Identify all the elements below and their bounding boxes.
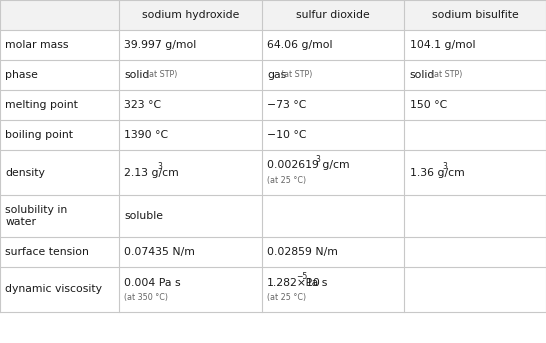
Text: 1.36 g/cm: 1.36 g/cm bbox=[410, 167, 464, 177]
Bar bbox=[0, 0, 546, 30]
Text: melting point: melting point bbox=[5, 100, 78, 110]
Text: 2.13 g/cm: 2.13 g/cm bbox=[124, 167, 179, 177]
Text: surface tension: surface tension bbox=[5, 247, 90, 257]
Text: 150 °C: 150 °C bbox=[410, 100, 447, 110]
Text: (at STP): (at STP) bbox=[146, 71, 177, 80]
Text: 1390 °C: 1390 °C bbox=[124, 130, 169, 140]
Text: 323 °C: 323 °C bbox=[124, 100, 162, 110]
Text: Pa s: Pa s bbox=[302, 277, 327, 287]
Text: (at 350 °C): (at 350 °C) bbox=[124, 293, 169, 302]
Text: 0.004 Pa s: 0.004 Pa s bbox=[124, 277, 181, 287]
Text: molar mass: molar mass bbox=[5, 40, 69, 50]
Text: (at STP): (at STP) bbox=[431, 71, 462, 80]
Text: 1.282×10: 1.282×10 bbox=[267, 277, 321, 287]
Text: solid: solid bbox=[410, 70, 435, 80]
Text: −73 °C: −73 °C bbox=[267, 100, 306, 110]
Text: 104.1 g/mol: 104.1 g/mol bbox=[410, 40, 475, 50]
Text: soluble: soluble bbox=[124, 211, 163, 221]
Text: gas: gas bbox=[267, 70, 286, 80]
Text: (at 25 °C): (at 25 °C) bbox=[267, 176, 306, 185]
Text: boiling point: boiling point bbox=[5, 130, 74, 140]
Text: 3: 3 bbox=[315, 155, 320, 164]
Text: dynamic viscosity: dynamic viscosity bbox=[5, 284, 103, 295]
Text: 0.02859 N/m: 0.02859 N/m bbox=[267, 247, 338, 257]
Text: 64.06 g/mol: 64.06 g/mol bbox=[267, 40, 333, 50]
Text: density: density bbox=[5, 167, 45, 177]
Text: (at 25 °C): (at 25 °C) bbox=[267, 293, 306, 302]
Text: sodium bisulfite: sodium bisulfite bbox=[432, 10, 518, 20]
Text: 0.002619 g/cm: 0.002619 g/cm bbox=[267, 161, 349, 170]
Text: sodium hydroxide: sodium hydroxide bbox=[141, 10, 239, 20]
Text: 3: 3 bbox=[158, 162, 163, 171]
Text: 0.07435 N/m: 0.07435 N/m bbox=[124, 247, 195, 257]
Text: phase: phase bbox=[5, 70, 38, 80]
Text: (at STP): (at STP) bbox=[281, 71, 312, 80]
Text: 3: 3 bbox=[443, 162, 448, 171]
Text: −5: −5 bbox=[296, 272, 308, 281]
Text: 39.997 g/mol: 39.997 g/mol bbox=[124, 40, 197, 50]
Text: solubility in
water: solubility in water bbox=[5, 205, 68, 227]
Text: solid: solid bbox=[124, 70, 150, 80]
Text: −10 °C: −10 °C bbox=[267, 130, 306, 140]
Text: sulfur dioxide: sulfur dioxide bbox=[296, 10, 370, 20]
